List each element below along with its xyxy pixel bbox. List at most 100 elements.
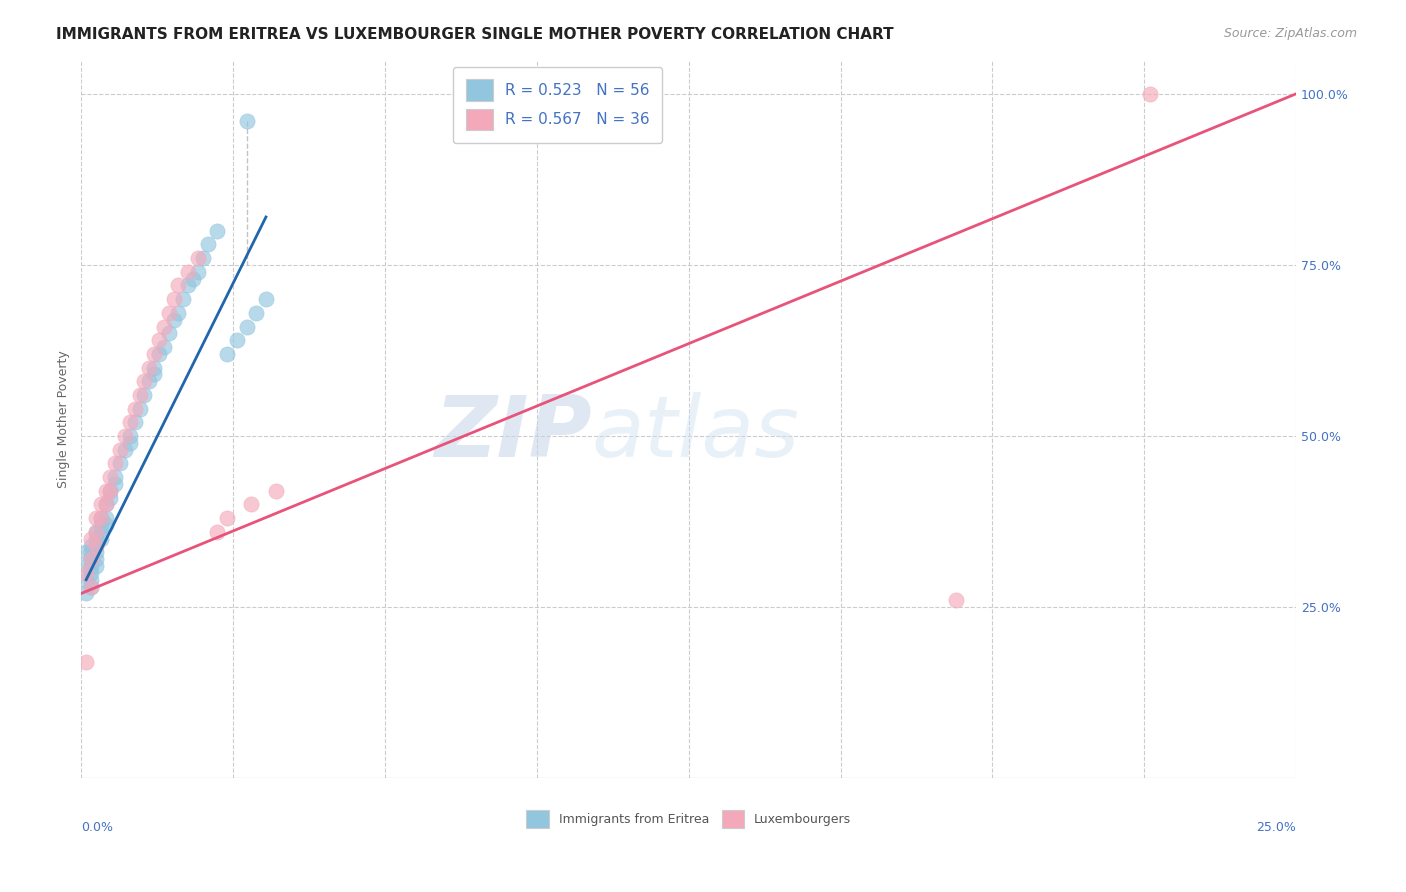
Point	[94, 498, 117, 512]
Point	[138, 360, 160, 375]
Point	[143, 347, 166, 361]
Point	[94, 518, 117, 533]
Point	[90, 498, 112, 512]
Point	[100, 470, 122, 484]
Point	[148, 347, 170, 361]
Point	[181, 271, 204, 285]
Point	[245, 306, 267, 320]
Point	[75, 586, 97, 600]
Point	[90, 524, 112, 539]
Point	[187, 251, 209, 265]
Point	[100, 483, 122, 498]
Point	[94, 498, 117, 512]
Point	[128, 401, 150, 416]
Point	[104, 456, 127, 470]
Point	[157, 306, 180, 320]
Text: 25.0%: 25.0%	[1256, 822, 1296, 834]
Point	[134, 374, 156, 388]
Point	[90, 518, 112, 533]
Point	[94, 483, 117, 498]
Point	[138, 374, 160, 388]
Point	[84, 539, 107, 553]
Point	[118, 435, 141, 450]
Point	[80, 552, 103, 566]
Point	[75, 566, 97, 580]
Point	[215, 347, 238, 361]
Point	[162, 312, 184, 326]
Point	[143, 368, 166, 382]
Point	[90, 511, 112, 525]
Point	[75, 655, 97, 669]
Point	[207, 224, 229, 238]
Point	[80, 580, 103, 594]
Point	[84, 552, 107, 566]
Point	[153, 319, 176, 334]
Point	[80, 545, 103, 559]
Point	[177, 265, 200, 279]
Point	[114, 429, 136, 443]
Point	[157, 326, 180, 341]
Point	[177, 278, 200, 293]
Legend: Immigrants from Eritrea, Luxembourgers: Immigrants from Eritrea, Luxembourgers	[522, 805, 856, 833]
Point	[80, 566, 103, 580]
Point	[225, 333, 247, 347]
Point	[75, 573, 97, 587]
Point	[143, 360, 166, 375]
Point	[84, 539, 107, 553]
Point	[172, 292, 194, 306]
Point	[108, 442, 131, 457]
Point	[162, 292, 184, 306]
Point	[80, 573, 103, 587]
Point	[75, 559, 97, 574]
Point	[75, 545, 97, 559]
Point	[100, 491, 122, 505]
Point	[945, 593, 967, 607]
Point	[128, 388, 150, 402]
Point	[80, 552, 103, 566]
Y-axis label: Single Mother Poverty: Single Mother Poverty	[58, 350, 70, 488]
Point	[90, 532, 112, 546]
Point	[187, 265, 209, 279]
Point	[84, 511, 107, 525]
Point	[118, 415, 141, 429]
Point	[114, 442, 136, 457]
Point	[124, 401, 146, 416]
Text: IMMIGRANTS FROM ERITREA VS LUXEMBOURGER SINGLE MOTHER POVERTY CORRELATION CHART: IMMIGRANTS FROM ERITREA VS LUXEMBOURGER …	[56, 27, 894, 42]
Point	[80, 539, 103, 553]
Text: Source: ZipAtlas.com: Source: ZipAtlas.com	[1223, 27, 1357, 40]
Point	[235, 114, 257, 128]
Point	[84, 524, 107, 539]
Point	[254, 292, 277, 306]
Point	[80, 559, 103, 574]
Point	[90, 511, 112, 525]
Point	[207, 524, 229, 539]
Point	[191, 251, 214, 265]
Text: 0.0%: 0.0%	[82, 822, 114, 834]
Point	[124, 415, 146, 429]
Point	[80, 580, 103, 594]
Point	[167, 278, 190, 293]
Point	[84, 524, 107, 539]
Point	[94, 511, 117, 525]
Point	[84, 559, 107, 574]
Point	[1139, 87, 1161, 101]
Text: ZIP: ZIP	[434, 392, 592, 475]
Point	[167, 306, 190, 320]
Point	[104, 470, 127, 484]
Point	[264, 483, 287, 498]
Text: atlas: atlas	[592, 392, 800, 475]
Point	[197, 237, 219, 252]
Point	[84, 532, 107, 546]
Point	[84, 545, 107, 559]
Point	[240, 498, 263, 512]
Point	[108, 456, 131, 470]
Point	[118, 429, 141, 443]
Point	[215, 511, 238, 525]
Point	[148, 333, 170, 347]
Point	[80, 532, 103, 546]
Point	[104, 477, 127, 491]
Point	[235, 319, 257, 334]
Point	[153, 340, 176, 354]
Point	[134, 388, 156, 402]
Point	[100, 483, 122, 498]
